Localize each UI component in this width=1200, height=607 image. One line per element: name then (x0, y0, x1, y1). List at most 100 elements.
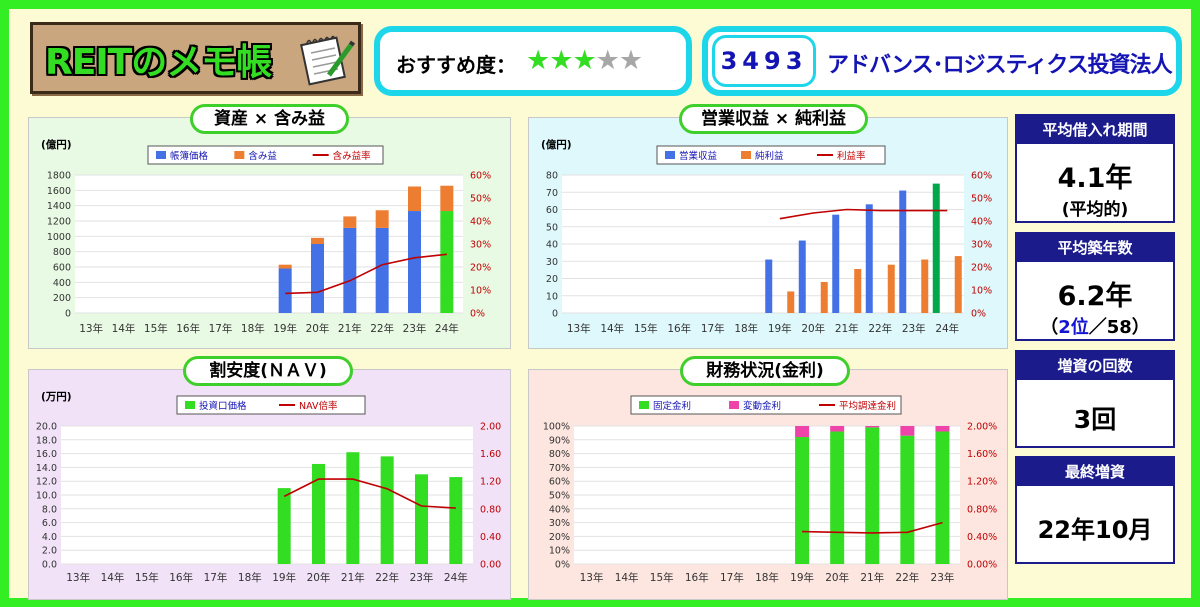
y-tick-label: 0 (552, 309, 558, 320)
bar (375, 210, 389, 228)
x-tick-label: 18年 (238, 571, 262, 584)
side-building-age-label: 平均築年数 (1017, 234, 1173, 262)
x-tick-label: 17年 (204, 571, 228, 584)
y2-tick-label: 30% (470, 240, 491, 251)
x-tick-label: 15年 (144, 322, 168, 335)
x-tick-label: 19年 (272, 571, 296, 584)
side-loan-period-label: 平均借入れ期間 (1017, 116, 1173, 144)
side-offering-count-value: 3回 (1073, 405, 1117, 434)
y-tick-label: 1600 (47, 186, 71, 197)
y-tick-label: 20.0 (36, 422, 57, 433)
series-line (802, 521, 943, 534)
y2-tick-label: 50% (971, 194, 992, 205)
rating-box: おすすめ度： ★★★★★ (374, 26, 692, 96)
x-tick-label: 18年 (241, 322, 265, 335)
bar (311, 244, 324, 313)
y2-tick-label: 0% (470, 309, 485, 320)
fund-name: アドバンス･ロジスティクス投資法人 (827, 53, 1173, 78)
bar (921, 259, 929, 313)
bar (954, 256, 962, 313)
x-tick-label: 15年 (634, 322, 658, 335)
side-building-age-note-post: ／58） (1088, 317, 1150, 338)
y2-tick-label: 0% (971, 309, 986, 320)
series-line (779, 208, 948, 220)
y-tick-label: 600 (53, 263, 71, 274)
y2-tick-label: 0.00 (480, 560, 501, 571)
x-tick-label: 19年 (768, 322, 792, 335)
y2-tick-label: 40% (470, 217, 491, 228)
x-tick-label: 20年 (825, 571, 849, 584)
x-tick-label: 20年 (801, 322, 825, 335)
y2-tick-label: 1.60 (480, 449, 501, 460)
y-tick-label: 50 (546, 222, 558, 233)
panel-income: 0 10 20 30 40 50 60 70 80 0% 10% 20% 30% 40% 50% 60% 13年… (528, 117, 1008, 349)
bar (795, 437, 810, 564)
x-tick-label: 24年 (444, 571, 468, 584)
panel-finance: 0% 10% 20% 30% 40% 50% 60% 70% 80% 90% 100% 0.00% 0.… (528, 369, 1008, 600)
bar (343, 216, 357, 228)
unit-label: (億円) (41, 138, 72, 151)
chart-income: 0 10 20 30 40 50 60 70 80 0% 10% 20% 30% 40% 50% 60% 13年… (541, 138, 992, 335)
site-logo: REITのメモ帳 (30, 22, 361, 94)
legend-label: 帳簿価格 (170, 150, 209, 162)
y2-tick-label: 1.20 (480, 477, 501, 488)
y-tick-label: 0.0 (42, 560, 57, 571)
y2-tick-label: 1.20% (967, 477, 997, 488)
y2-tick-label: 0.80% (967, 504, 997, 515)
x-tick-label: 18年 (734, 322, 758, 335)
y-tick-label: 14.0 (36, 463, 57, 474)
y-tick-label: 1200 (47, 217, 71, 228)
side-building-age: 平均築年数 6.2年 （2位／58） (1015, 232, 1175, 341)
chart-finance: 0% 10% 20% 30% 40% 50% 60% 70% 80% 90% 100% 0.00% 0.… (543, 395, 997, 584)
y-tick-label: 1400 (47, 201, 71, 212)
y-tick-label: 6.0 (42, 518, 57, 529)
bar (865, 426, 880, 428)
side-last-offering-label: 最終増資 (1017, 458, 1173, 486)
legend-label: 純利益 (755, 150, 784, 162)
x-tick-label: 13年 (66, 571, 90, 584)
x-tick-label: 13年 (79, 322, 103, 335)
legend-label: 営業収益 (679, 150, 718, 162)
legend-box (176, 395, 366, 415)
title-nav: 割安度(ＮＡＶ) (183, 356, 353, 386)
bar (440, 185, 454, 212)
y2-tick-label: 50% (470, 194, 491, 205)
y-tick-label: 4.0 (42, 532, 57, 543)
y-tick-label: 8.0 (42, 504, 57, 515)
legend-swatch-icon (156, 151, 166, 159)
y-tick-label: 0 (65, 309, 71, 320)
y2-tick-label: 1.60% (967, 449, 997, 460)
y2-tick-label: 60% (971, 171, 992, 182)
x-tick-label: 21年 (860, 571, 884, 584)
x-tick-label: 24年 (935, 322, 959, 335)
rating-stars: ★★★★★ (526, 45, 643, 76)
y2-tick-label: 0.00% (967, 560, 997, 571)
x-tick-label: 22年 (375, 571, 399, 584)
x-tick-label: 17年 (701, 322, 725, 335)
star-empty-icon: ★ (618, 45, 643, 76)
x-tick-label: 22年 (895, 571, 919, 584)
y-tick-label: 30 (546, 257, 558, 268)
bar (278, 268, 292, 313)
side-last-offering-value: 22年10月 (1037, 516, 1153, 544)
series-line (283, 478, 456, 509)
x-tick-label: 22年 (868, 322, 892, 335)
y-tick-label: 40% (549, 504, 570, 515)
legend-label: 固定金利 (653, 400, 691, 412)
bar (408, 211, 421, 313)
bar (343, 227, 357, 313)
y2-tick-label: 0.80 (480, 504, 501, 515)
y-tick-label: 50% (549, 491, 570, 502)
x-tick-label: 16年 (169, 571, 193, 584)
x-tick-label: 16年 (176, 322, 200, 335)
x-tick-label: 23年 (403, 322, 427, 335)
legend-swatch-icon (234, 151, 245, 159)
y2-tick-label: 2.00% (967, 422, 997, 433)
y2-tick-label: 0.40 (480, 532, 501, 543)
legend-swatch-icon (639, 401, 649, 409)
x-tick-label: 17年 (209, 322, 233, 335)
fund-code: 3493 (720, 47, 808, 75)
x-tick-label: 14年 (112, 322, 136, 335)
x-tick-label: 19年 (273, 322, 297, 335)
bar (820, 281, 828, 313)
